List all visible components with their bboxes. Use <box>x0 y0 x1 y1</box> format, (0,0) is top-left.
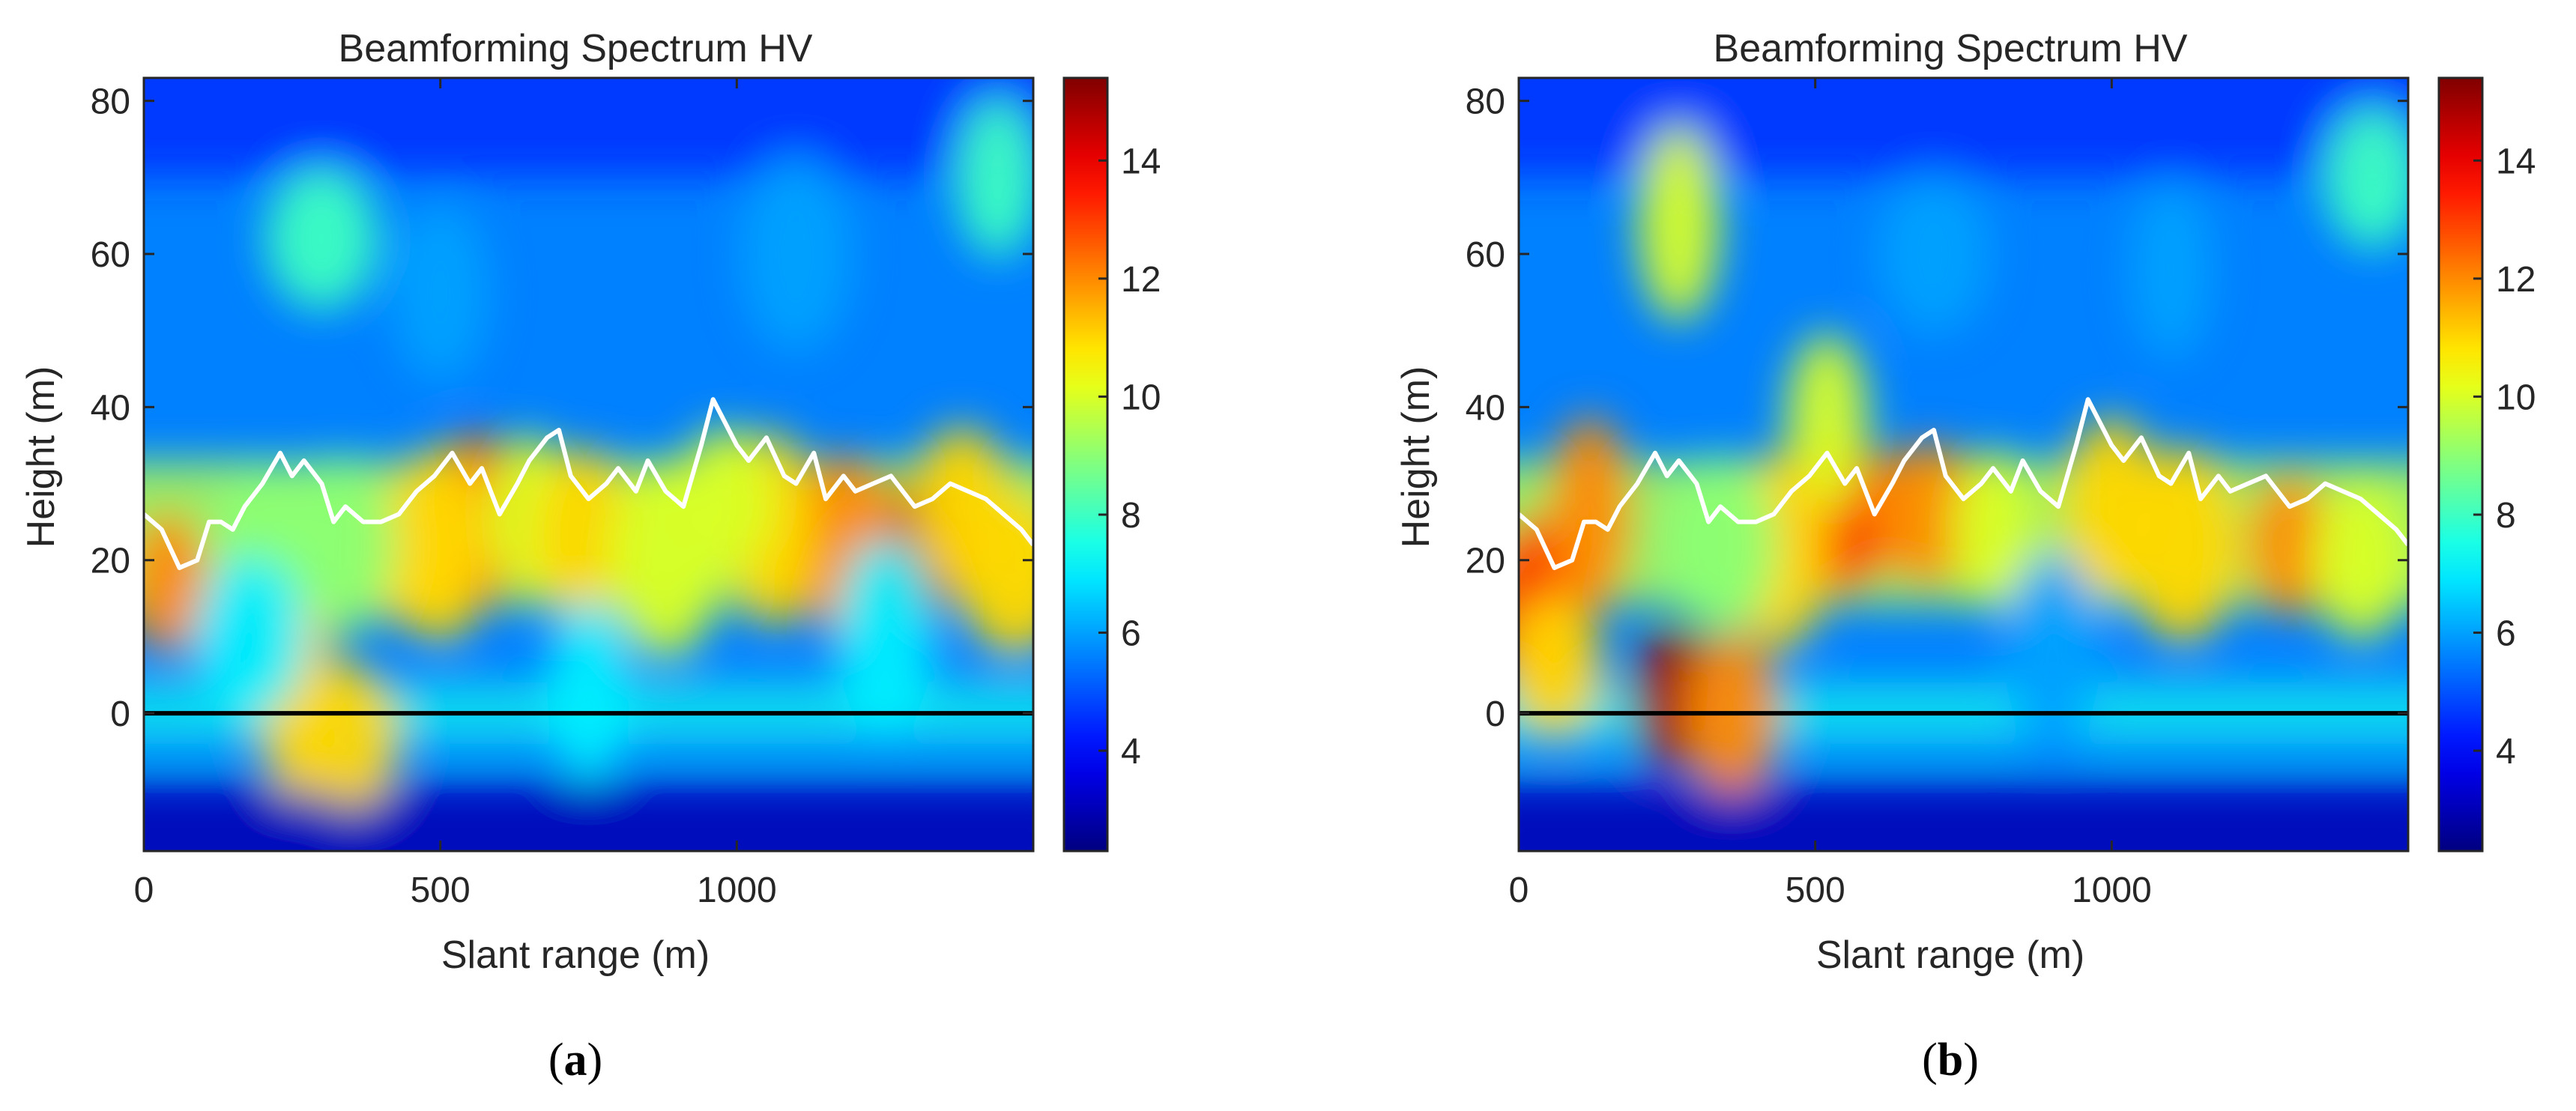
colorbar-tick-label: 10 <box>2496 378 2536 417</box>
colorbar-tick-label: 4 <box>2496 732 2516 772</box>
heatmap-blob <box>533 448 632 627</box>
colorbar-tick-label: 12 <box>1121 260 1161 300</box>
plot-frame <box>1517 76 2410 853</box>
y-tick-label: 60 <box>91 235 130 275</box>
colorbar-bar <box>1062 76 1109 853</box>
heatmap-a <box>144 78 1033 851</box>
y-tick-label: 0 <box>1485 694 1505 734</box>
heatmap-blob <box>836 538 934 735</box>
heatmap-blob <box>547 601 630 780</box>
heatmap-blob <box>1664 455 1777 635</box>
axes-b: 0 500 1000 0 20 40 60 80 <box>1466 76 2410 910</box>
axes-a: 0 500 1000 0 20 40 60 80 <box>91 76 1035 910</box>
heatmap-blob <box>265 167 378 310</box>
heatmap-blob <box>956 97 1033 258</box>
x-tick-label: 0 <box>134 871 154 910</box>
y-axis-label-b: Height (m) <box>1394 366 1438 548</box>
heatmap-band-bottom <box>1519 782 2408 851</box>
heatmap-blob <box>302 665 400 808</box>
heatmap-blob <box>1548 416 1631 613</box>
heatmap-blob <box>2004 554 2102 751</box>
heatmap-blob <box>1786 333 1869 512</box>
panel-label-b-letter: b <box>1937 1035 1964 1086</box>
panel-label-b: (b) <box>1922 1035 1979 1086</box>
colorbar-tick-label: 10 <box>1121 378 1161 417</box>
x-axis-label-a: Slant range (m) <box>441 933 710 977</box>
colorbar-a: 4 6 8 10 12 14 <box>1062 76 1161 853</box>
heatmap-blob <box>609 461 722 659</box>
y-tick-label: 20 <box>91 542 130 581</box>
x-tick-label: 1000 <box>697 871 777 910</box>
panel-label-a-letter: a <box>563 1035 587 1086</box>
heatmap-blob <box>2126 446 2240 644</box>
colorbar-tick-label: 14 <box>2496 142 2536 181</box>
plot-frame <box>142 76 1035 853</box>
chart-title-a: Beamforming Spectrum HV <box>339 27 813 70</box>
y-tick-label: 40 <box>1466 388 1505 428</box>
colorbar-tick-label: 6 <box>2496 614 2516 654</box>
heatmap-blob <box>1519 596 1603 739</box>
colorbar-tick-label: 14 <box>1121 142 1161 181</box>
chart-title-b: Beamforming Spectrum HV <box>1714 27 2188 70</box>
chart-panel-a: Beamforming Spectrum HV Height (m) Slant… <box>19 27 1161 977</box>
topography-line <box>144 397 1033 570</box>
heatmap-blob <box>283 455 396 635</box>
panel-label-a: (a) <box>548 1035 603 1086</box>
y-tick-label: 0 <box>110 694 130 734</box>
heatmap-blob <box>2312 479 2408 641</box>
y-tick-label: 80 <box>1466 82 1505 122</box>
heatmap-blob <box>2323 106 2408 249</box>
x-tick-label: 500 <box>411 871 471 910</box>
topography-line <box>1519 397 2408 570</box>
x-tick-label: 1000 <box>2072 871 2152 910</box>
y-tick-label: 60 <box>1466 235 1505 275</box>
heatmap-blob <box>194 556 307 717</box>
x-tick-label: 500 <box>1786 871 1845 910</box>
y-tick-label: 80 <box>91 82 130 122</box>
heatmap-blob <box>740 156 853 353</box>
y-axis-label-a: Height (m) <box>19 366 63 548</box>
y-tick-label: 40 <box>91 388 130 428</box>
colorbar-bar <box>2437 76 2484 853</box>
heatmap-band-bottom <box>144 782 1033 851</box>
heatmap-blob <box>391 203 489 382</box>
colorbar-tick-label: 12 <box>2496 260 2536 300</box>
heatmap-blob <box>1637 125 1720 322</box>
heatmap-blob <box>144 512 209 655</box>
heatmap-blob <box>959 495 1033 656</box>
colorbar-tick-label: 4 <box>1121 732 1141 772</box>
heatmap-band-top <box>144 78 1033 178</box>
heatmap-blob <box>2129 180 2213 359</box>
x-tick-label: 0 <box>1509 871 1529 910</box>
heatmap-blob <box>2248 473 2331 617</box>
heatmap-b <box>1519 78 2408 851</box>
colorbar-tick-label: 6 <box>1121 614 1141 654</box>
colorbar-tick-label: 8 <box>1121 496 1141 536</box>
y-tick-label: 20 <box>1466 542 1505 581</box>
colorbar-tick-label: 8 <box>2496 496 2516 536</box>
colorbar-b: 4 6 8 10 12 14 <box>2437 76 2536 853</box>
heatmap-blobs <box>1519 78 2408 851</box>
heatmap-blob <box>1877 174 1990 335</box>
chart-panel-b: Beamforming Spectrum HV Height (m) Slant… <box>1394 27 2536 977</box>
x-axis-label-b: Slant range (m) <box>1816 933 2084 977</box>
